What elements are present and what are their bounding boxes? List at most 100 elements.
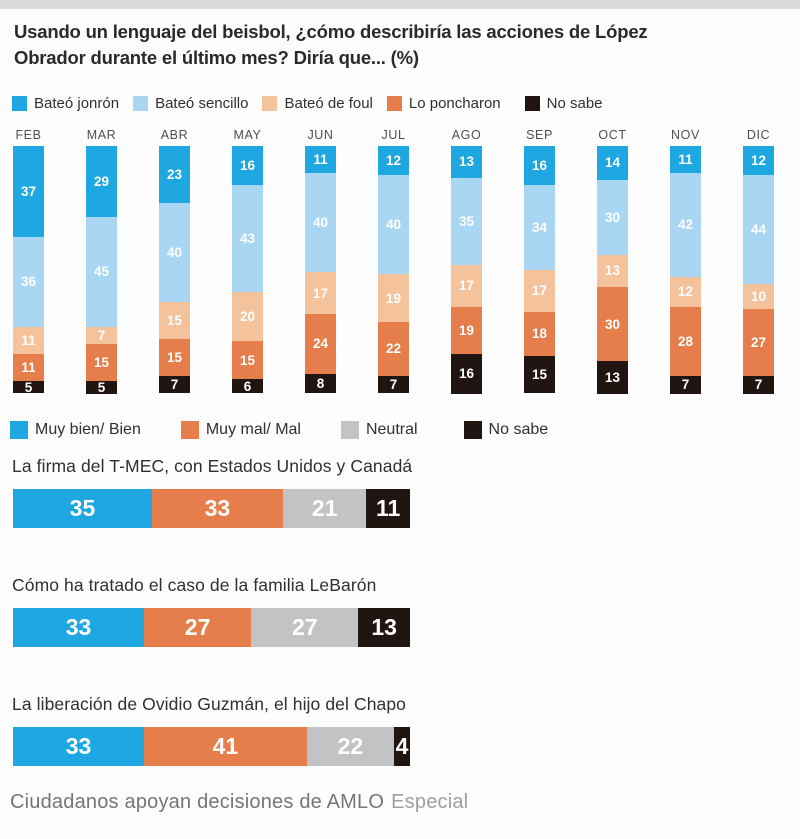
topic-stacked-bar: 33 41 22 4 bbox=[13, 726, 410, 766]
month-column-dic: DIC 12 44 10 27 7 bbox=[743, 128, 774, 394]
segment-sencillo: 34 bbox=[524, 185, 555, 270]
legend-item-no-sabe: No sabe bbox=[463, 420, 549, 439]
legend-label-muy-bien: Muy bien/ Bien bbox=[35, 420, 141, 438]
topic-bar-sections: La firma del T-MEC, con Estados Unidos y… bbox=[0, 456, 800, 766]
stacked-bar: 16 34 17 18 15 bbox=[524, 145, 555, 394]
segment-foul: 17 bbox=[524, 269, 555, 312]
topic-title: La firma del T-MEC, con Estados Unidos y… bbox=[12, 455, 413, 476]
segment-no-sabe: 5 bbox=[86, 380, 117, 395]
segment-no-sabe: 15 bbox=[524, 356, 555, 394]
legend-swatch-no-sabe bbox=[524, 95, 540, 111]
segment-poncharon: 15 bbox=[159, 338, 190, 377]
segment-jonron: 12 bbox=[378, 145, 409, 176]
stacked-bar: 16 43 20 15 6 bbox=[232, 145, 263, 394]
month-label: OCT bbox=[598, 127, 627, 142]
legend-baseball: Bateó jonrón Bateó sencillo Bateó de foul L… bbox=[12, 95, 800, 112]
stacked-bar: 12 40 19 22 7 bbox=[378, 145, 409, 394]
legend-ratings: Muy bien/ Bien Muy mal/ Mal Neutral No sabe bbox=[10, 420, 800, 439]
page-title-line-2: Obrador durante el último mes? Diría que… bbox=[14, 47, 419, 69]
month-label: MAY bbox=[233, 127, 262, 142]
segment-muy-bien: 35 bbox=[13, 488, 152, 528]
segment-jonron: 37 bbox=[13, 145, 44, 238]
segment-poncharon: 27 bbox=[743, 309, 774, 377]
segment-muy-bien: 33 bbox=[13, 607, 144, 647]
segment-no-sabe: 13 bbox=[358, 607, 410, 647]
top-strip bbox=[0, 0, 800, 9]
segment-sencillo: 36 bbox=[13, 237, 44, 327]
monthly-stacked-bar-chart: FEB 37 36 11 11 5 MAR 29 45 7 15 5 ABR 23 40 15 15 7 MAY 16… bbox=[0, 127, 800, 395]
month-column-sep: SEP 16 34 17 18 15 bbox=[524, 128, 555, 394]
legend-item-foul: Bateó de foul bbox=[262, 94, 373, 112]
stacked-bar: 11 40 17 24 8 bbox=[305, 145, 336, 394]
topic-title: La liberación de Ovidio Guzmán, el hijo … bbox=[12, 693, 407, 714]
segment-no-sabe: 7 bbox=[159, 376, 190, 394]
legend-swatch-sencillo bbox=[133, 95, 149, 111]
segment-no-sabe: 7 bbox=[670, 376, 701, 394]
legend-label-jonron: Bateó jonrón bbox=[34, 94, 120, 112]
segment-poncharon: 28 bbox=[670, 306, 701, 377]
stacked-bar: 23 40 15 15 7 bbox=[159, 145, 190, 394]
segment-foul: 17 bbox=[451, 264, 482, 307]
segment-muy-mal: 33 bbox=[151, 488, 283, 528]
segment-jonron: 12 bbox=[743, 145, 774, 176]
segment-no-sabe: 8 bbox=[305, 373, 336, 394]
legend-swatch-poncharon bbox=[386, 95, 402, 111]
month-column-jul: JUL 12 40 19 22 7 bbox=[378, 128, 409, 394]
footer-caption: Ciudadanos apoyan decisiones de AMLO bbox=[10, 790, 385, 813]
month-label: DIC bbox=[746, 127, 771, 142]
segment-neutral: 22 bbox=[306, 726, 395, 766]
segment-foul: 15 bbox=[159, 301, 190, 339]
legend-label-muy-mal: Muy mal/ Mal bbox=[205, 420, 301, 438]
topic-section: La firma del T-MEC, con Estados Unidos y… bbox=[0, 456, 800, 528]
legend-item-sencillo: Bateó sencillo bbox=[133, 95, 248, 112]
legend-item-neutral: Neutral bbox=[340, 420, 418, 439]
segment-foul: 11 bbox=[13, 326, 44, 354]
segment-no-sabe: 7 bbox=[378, 376, 409, 394]
legend-item-muy-mal: Muy mal/ Mal bbox=[180, 420, 301, 439]
topic-stacked-bar: 35 33 21 11 bbox=[13, 488, 410, 528]
segment-jonron: 29 bbox=[86, 145, 117, 217]
segment-sencillo: 42 bbox=[670, 172, 701, 277]
segment-sencillo: 35 bbox=[451, 177, 482, 265]
topic-section: La liberación de Ovidio Guzmán, el hijo … bbox=[0, 694, 800, 766]
month-label: NOV bbox=[671, 127, 700, 142]
legend-swatch-muy-bien bbox=[10, 420, 28, 439]
segment-sencillo: 43 bbox=[232, 185, 263, 292]
legend-swatch-foul bbox=[262, 95, 278, 111]
segment-sencillo: 44 bbox=[743, 175, 774, 285]
footer-credit: Especial bbox=[391, 790, 469, 813]
month-column-ago: AGO 13 35 17 19 16 bbox=[451, 128, 482, 394]
segment-no-sabe: 7 bbox=[743, 376, 774, 394]
month-label: JUL bbox=[381, 127, 406, 142]
segment-sencillo: 30 bbox=[597, 180, 628, 255]
segment-jonron: 16 bbox=[232, 145, 263, 186]
legend-label-sencillo: Bateó sencillo bbox=[155, 94, 249, 112]
stacked-bar: 37 36 11 11 5 bbox=[13, 145, 44, 395]
stacked-bar: 14 30 13 30 13 bbox=[597, 145, 628, 394]
segment-foul: 13 bbox=[597, 254, 628, 287]
stacked-bar: 12 44 10 27 7 bbox=[743, 145, 774, 394]
legend-label-neutral: Neutral bbox=[365, 420, 418, 438]
segment-sencillo: 40 bbox=[305, 172, 336, 272]
segment-foul: 20 bbox=[232, 291, 263, 342]
topic-section: Cómo ha tratado el caso de la familia Le… bbox=[0, 575, 800, 647]
legend-label-foul: Bateó de foul bbox=[284, 94, 373, 112]
legend-swatch-muy-mal bbox=[180, 420, 199, 439]
legend-item-poncharon: Lo poncharon bbox=[386, 95, 501, 112]
month-label: SEP bbox=[526, 127, 553, 142]
segment-jonron: 11 bbox=[670, 145, 701, 173]
segment-poncharon: 22 bbox=[378, 321, 409, 377]
month-column-feb: FEB 37 36 11 11 5 bbox=[13, 127, 44, 395]
segment-muy-mal: 41 bbox=[144, 726, 307, 766]
segment-sencillo: 45 bbox=[86, 216, 117, 328]
legend-label-no-sabe: No sabe bbox=[546, 94, 603, 112]
month-label: FEB bbox=[15, 127, 42, 142]
legend-swatch-no-sabe bbox=[463, 420, 482, 439]
legend-item-jonron: Bateó jonrón bbox=[12, 95, 119, 112]
segment-foul: 7 bbox=[86, 327, 117, 345]
segment-poncharon: 11 bbox=[13, 353, 44, 382]
segment-jonron: 13 bbox=[451, 145, 482, 178]
segment-neutral: 27 bbox=[251, 607, 359, 647]
segment-neutral: 21 bbox=[282, 488, 367, 528]
legend-label-no-sabe: No sabe bbox=[488, 420, 549, 438]
